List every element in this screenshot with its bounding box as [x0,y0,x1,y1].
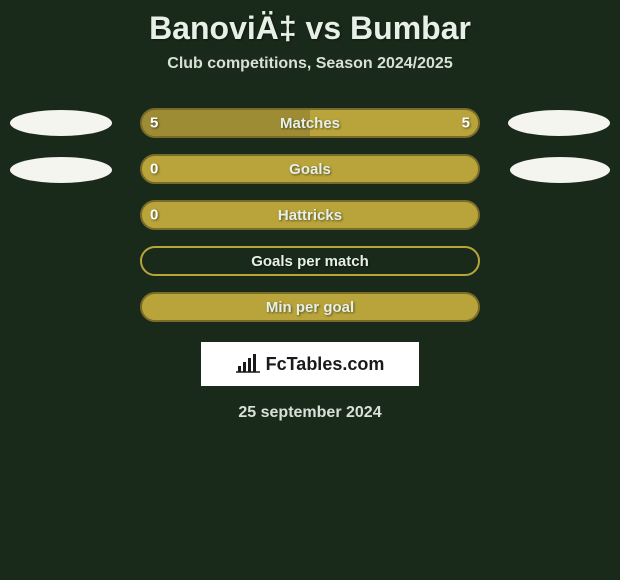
stat-bar: Hattricks [140,200,480,230]
stat-bar: Goals per match [140,246,480,276]
stat-value-left: 0 [150,161,158,178]
chart-icon [236,354,260,374]
stat-row: Goals 0 [0,154,620,184]
stat-label: Min per goal [266,299,354,316]
stat-value-right: 5 [462,115,470,132]
stat-bar: Matches [140,108,480,138]
ellipse-left [10,110,112,136]
stat-bar: Goals [140,154,480,184]
ellipse-left [10,157,112,183]
stat-label: Hattricks [278,207,342,224]
stat-value-left: 0 [150,207,158,224]
logo-box: FcTables.com [201,342,419,386]
stat-bar: Min per goal [140,292,480,322]
stat-row: Min per goal [0,292,620,322]
stat-row: Matches 5 5 [0,108,620,138]
stat-row: Hattricks 0 [0,200,620,230]
subtitle: Club competitions, Season 2024/2025 [0,55,620,73]
ellipse-right [510,157,610,183]
stat-row: Goals per match [0,246,620,276]
stat-value-left: 5 [150,115,158,132]
stats-container: Matches 5 5 Goals 0 Hattricks 0 Goals per match… [0,108,620,322]
date: 25 september 2024 [0,404,620,422]
stat-label: Goals per match [251,253,369,270]
ellipse-right [508,110,610,136]
stat-label: Goals [289,161,331,178]
logo-text: FcTables.com [266,354,385,375]
page-title: BanoviÄ‡ vs Bumbar [0,0,620,47]
stat-label: Matches [280,115,340,132]
